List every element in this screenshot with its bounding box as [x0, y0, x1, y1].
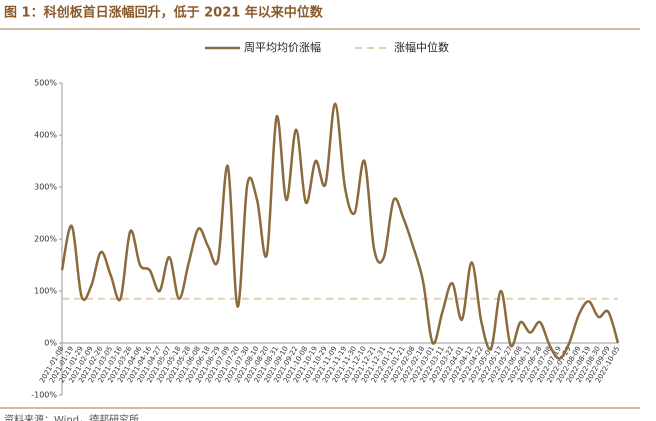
- source-note: 资料来源：Wind，德邦研究所: [4, 413, 139, 421]
- y-tick-label: 500%: [34, 79, 57, 88]
- y-tick-label: 0%: [44, 339, 57, 348]
- legend-label: 涨幅中位数: [394, 40, 449, 54]
- legend-label: 周平均均价涨幅: [244, 41, 321, 54]
- y-tick-label: 300%: [34, 183, 57, 192]
- y-tick-label: 100%: [34, 287, 57, 296]
- y-tick-label: 200%: [34, 235, 57, 244]
- y-tick-label: -100%: [31, 391, 57, 400]
- y-tick-label: 400%: [34, 131, 57, 140]
- series-line: [60, 102, 620, 360]
- chart-title: 图 1：科创板首日涨幅回升，低于 2021 年以来中位数: [4, 5, 324, 21]
